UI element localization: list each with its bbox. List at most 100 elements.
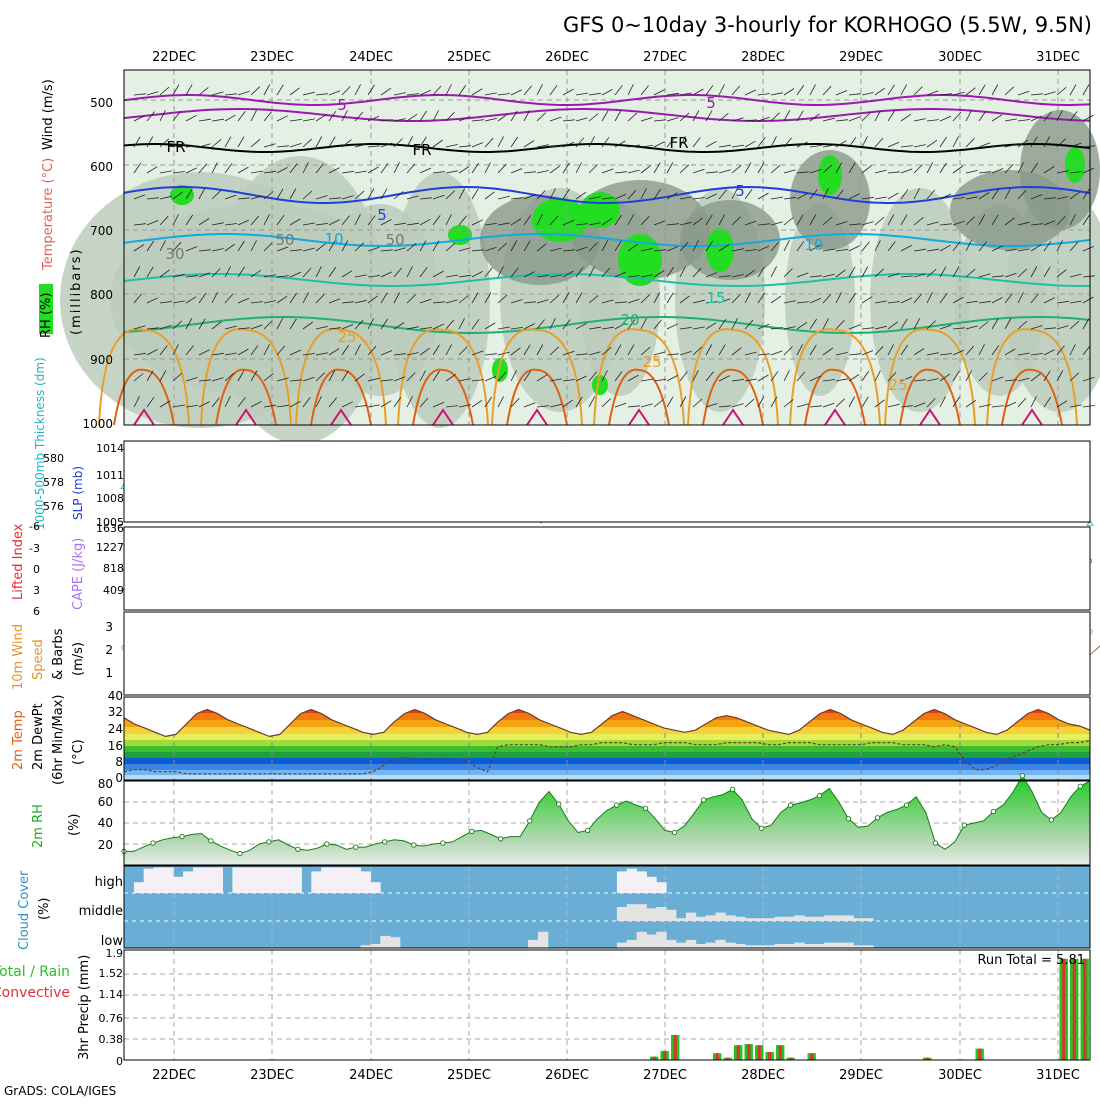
rh-point	[324, 841, 330, 847]
wind-barb	[1043, 197, 1056, 200]
wind-barb	[978, 84, 986, 96]
wind-barb	[458, 145, 471, 148]
temp-color-band	[124, 758, 1090, 764]
isotherm-30	[113, 368, 175, 426]
wind-barb	[146, 327, 159, 330]
wind-barb	[835, 269, 846, 278]
isotherm-30	[804, 368, 866, 426]
wind-barb	[874, 240, 881, 252]
wind-barb	[471, 399, 483, 408]
rh-green-area	[818, 155, 842, 195]
y-tick-thickness: 580	[43, 452, 64, 465]
wind-barb	[419, 136, 427, 148]
wind-barb	[1017, 268, 1028, 278]
wind-barb	[991, 145, 1004, 148]
wind-barb	[302, 353, 315, 356]
wind-barb	[848, 93, 861, 96]
wind-barb	[211, 321, 222, 330]
fr-label: FR	[669, 134, 688, 152]
wind-barb	[640, 85, 649, 96]
wind-barb	[185, 167, 197, 174]
wind-barb	[692, 217, 703, 226]
wind-barb	[250, 86, 260, 96]
wind-barb	[822, 248, 835, 252]
wind-barb	[328, 240, 336, 252]
y-tick: 0	[115, 771, 123, 785]
ylabel-rh2m-unit: (%)	[67, 814, 82, 837]
wind-barb	[731, 164, 742, 174]
wind-barb	[939, 193, 952, 200]
isotherm-15	[123, 273, 1090, 287]
wind-barb	[1069, 191, 1081, 200]
wind-barb	[1004, 118, 1017, 122]
wind-barb	[510, 197, 523, 200]
wind-barb	[302, 118, 315, 122]
isotherm-25	[789, 328, 881, 426]
wind-barb	[419, 327, 432, 330]
wind-barb	[731, 85, 741, 96]
y-tick: 8	[115, 755, 123, 769]
wind-barb	[614, 402, 627, 408]
y-tick: 0	[116, 1055, 123, 1068]
rh-point	[353, 844, 359, 850]
wind-barb	[471, 188, 479, 200]
wind-barb	[354, 214, 361, 226]
wind-barb	[380, 379, 393, 382]
wind-barb	[718, 405, 731, 408]
wind-barb	[653, 292, 661, 304]
cloud-bar-middle	[823, 915, 835, 921]
isotherm-30	[608, 368, 670, 426]
wind-barb	[341, 301, 354, 304]
wind-barb	[367, 318, 374, 330]
wind-barb	[263, 274, 276, 278]
wind-barb	[146, 349, 158, 356]
isotherm-35	[133, 408, 155, 426]
y-tick: 80	[98, 777, 113, 791]
wind-barb	[172, 300, 185, 304]
rh-point	[179, 833, 185, 840]
wind-barb	[471, 379, 484, 382]
y-tick-thickness: 576	[43, 500, 64, 513]
wind-barb	[588, 196, 601, 200]
wind-barb	[952, 266, 960, 278]
wind-barb	[679, 295, 690, 304]
wind-barb	[458, 295, 469, 304]
y-tick: 0.38	[99, 1033, 124, 1046]
wind-barb	[744, 220, 757, 226]
wind-barb	[497, 326, 510, 330]
y-tick: 500	[90, 96, 113, 110]
wind-barb	[484, 375, 497, 382]
cloud-bar-middle	[685, 912, 697, 921]
wind-barb	[1043, 111, 1053, 122]
wind-barb	[861, 370, 870, 382]
wind-barb	[185, 318, 193, 330]
wind-barb	[705, 301, 718, 304]
wind-barb	[1082, 275, 1095, 278]
isotherm-35	[824, 408, 846, 426]
wind-barb	[1056, 216, 1066, 226]
wind-barb	[1030, 244, 1042, 252]
wind-barb	[393, 138, 403, 148]
wind-barb	[198, 349, 210, 356]
wind-barb	[458, 318, 465, 330]
wind-barb	[1082, 214, 1090, 226]
wind-barb	[640, 403, 653, 408]
wind-barb	[185, 405, 198, 408]
wind-barb	[705, 322, 717, 330]
cloud-level-middle: middle	[79, 904, 123, 919]
wind-barb	[549, 85, 558, 96]
wind-barb	[887, 344, 894, 356]
wind-barb	[458, 84, 467, 96]
y-tick-li: -3	[29, 542, 40, 555]
isotherm-label: 25	[642, 353, 661, 371]
wind-barb	[575, 396, 583, 408]
wind-barb	[198, 318, 206, 330]
wind-barb	[315, 163, 324, 174]
wind-barb	[237, 111, 246, 122]
wind-barb	[484, 223, 497, 226]
wind-barb	[1004, 188, 1011, 200]
wind-barb	[627, 275, 640, 278]
wind-barb	[302, 376, 315, 382]
wind-barb	[510, 370, 517, 382]
wind-barb	[692, 346, 703, 356]
